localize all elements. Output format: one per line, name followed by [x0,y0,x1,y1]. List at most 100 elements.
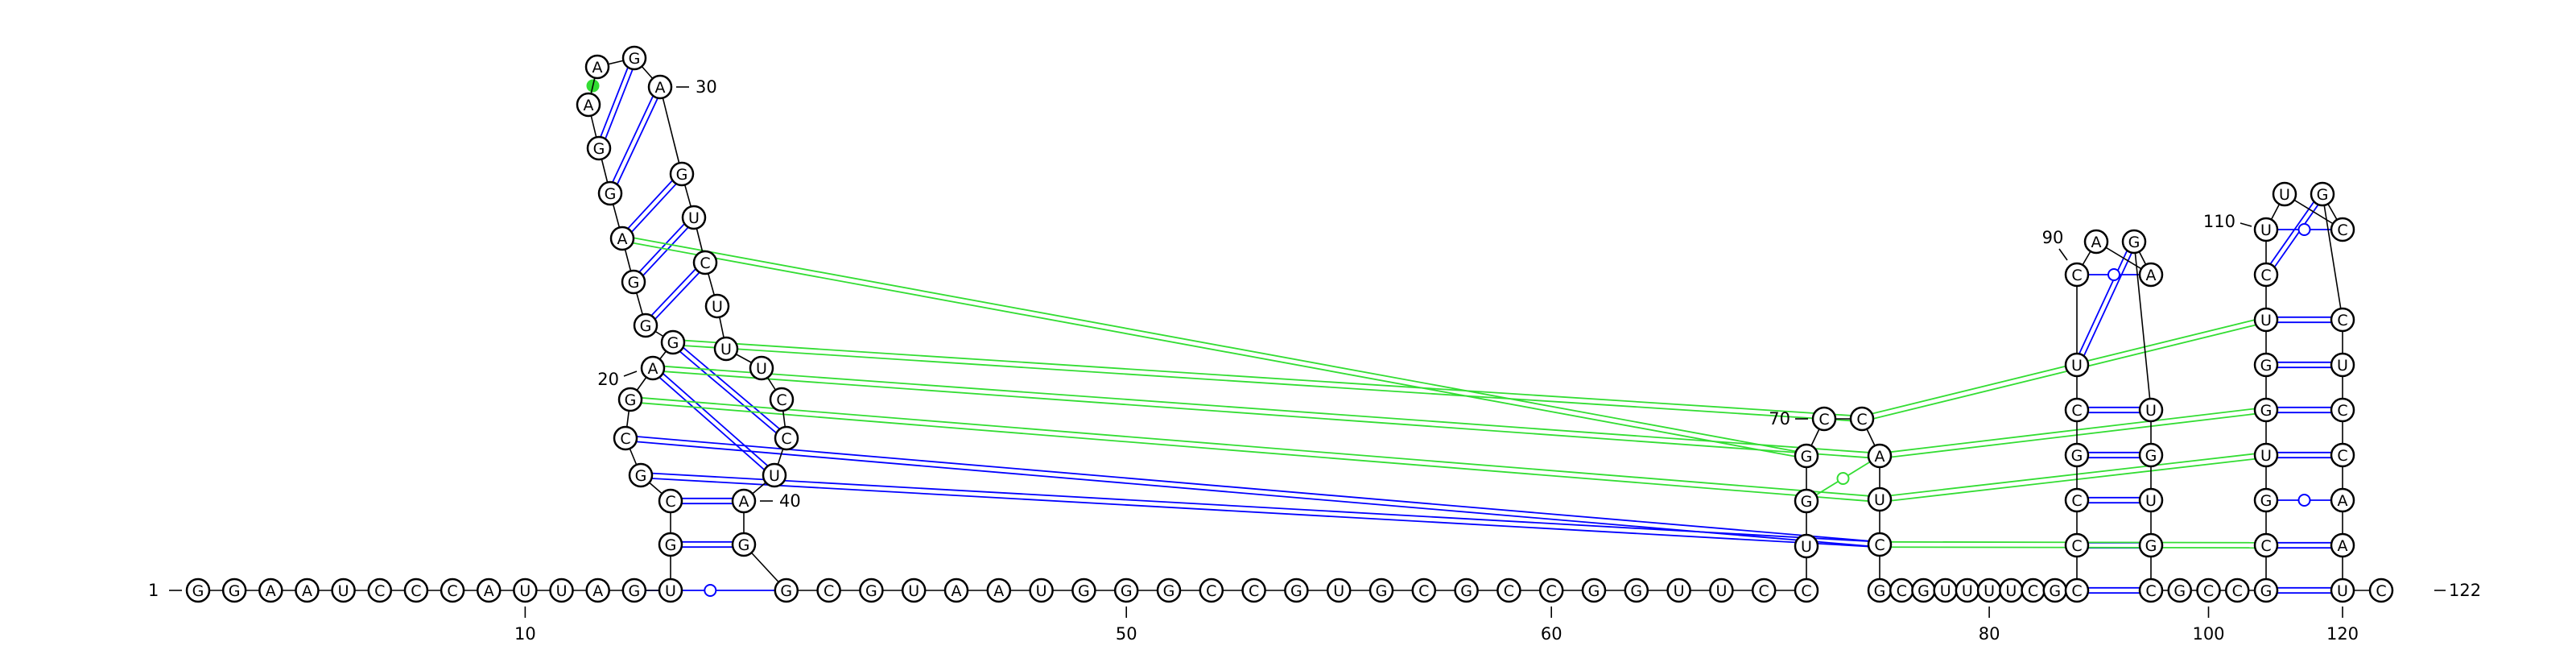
nucleotide-letter: G [2145,537,2157,555]
index-label: 90 [2042,228,2064,247]
nucleotide: C [2066,263,2088,286]
nucleotide-letter: C [1206,582,1216,600]
base-pair-line [1872,320,2255,413]
nucleotide-letter: G [593,140,605,158]
nucleotide: C [2066,579,2088,602]
nucleotide: G [599,182,621,205]
wobble-pair-marker [2299,495,2310,506]
nucleotide: A [586,56,609,78]
nucleotide-letter: A [266,582,276,600]
nucleotide-letter: G [2260,357,2273,375]
nucleotide: U [1978,579,2000,602]
nucleotide: U [2255,444,2277,466]
nucleotide: G [2044,579,2066,602]
nucleotide-letter: C [620,430,630,448]
nucleotide-letter: G [676,166,688,184]
nucleotide: G [223,579,246,602]
nucleotide: G [2255,399,2277,421]
nucleotides-layer: G G A A U C C C A U U A G UGCGCGAGGGAGGAA GAGUCUUUCCUA… [187,47,2392,602]
base-pair-line [2079,250,2127,354]
nucleotide-letter: A [739,493,749,511]
nucleotide-letter: C [2260,267,2271,284]
nucleotide-letter: C [1504,582,1514,600]
nucleotide-letter: G [1121,582,1133,600]
nucleotide: C [2255,534,2277,557]
nucleotide-letter: A [1875,448,1885,466]
nucleotide: U [1030,579,1053,602]
nucleotide: G [860,579,882,602]
nucleotide-letter: G [738,536,750,554]
nucleotide: G [2311,183,2334,205]
nucleotide: U [1956,579,1979,602]
nucleotide-letter: G [192,582,204,600]
nucleotide-letter: C [2337,447,2347,465]
nucleotide-letter: G [1163,582,1175,600]
nucleotide: G [2169,579,2191,602]
nucleotide-letter: U [1962,582,1973,600]
base-pair-line [601,68,628,137]
nucleotide: A [577,93,600,116]
nucleotide: U [683,206,705,229]
nucleotide-letter: C [374,582,385,600]
nucleotide-letter: C [2145,582,2156,600]
nucleotide-letter: G [1630,582,1642,600]
nucleotide: C [694,251,716,274]
nucleotide: C [2022,579,2045,602]
index-tick [624,371,637,376]
nucleotide-letter: A [648,360,658,378]
nucleotide: G [2140,534,2162,557]
nucleotide-letter: G [2145,447,2157,465]
nucleotide: G [623,579,646,602]
nucleotide: U [2273,183,2296,205]
nucleotide: G [671,163,693,185]
nucleotide-letter: C [2260,537,2271,555]
nucleotide-letter: U [2005,582,2017,600]
nucleotide: U [1868,488,1891,511]
nucleotide: C [369,579,391,602]
nucleotide: U [1795,535,1818,557]
nucleotide-letter: C [2337,402,2347,420]
nucleotide: G [1625,579,1648,602]
nucleotide: C [818,579,840,602]
wobble-pair-marker [2299,224,2310,235]
base-pair-line [632,184,676,231]
nucleotide-letter: G [665,536,677,554]
nucleotide: A [649,76,671,98]
nucleotide: C [1868,533,1891,556]
index-labels-layer: 1 122 1020304050 60708090100110120 [148,77,2481,644]
nucleotide: G [1285,579,1307,602]
nucleotide-letter: U [519,582,530,600]
nucleotide: C [405,579,427,602]
wobble-pair-marker [704,585,716,596]
nucleotide: A [733,490,755,512]
nucleotide-letter: G [1801,493,1813,511]
nucleotide: G [623,47,646,69]
index-tick [2059,249,2067,260]
nucleotide: C [1540,579,1563,602]
nucleotide: C [1200,579,1223,602]
nucleotide-letter: G [2071,447,2083,465]
base-pair-line [613,96,653,182]
nucleotide-letter: C [1818,411,1829,429]
nucleotide-letter: C [447,582,457,600]
nucleotide: G [1072,579,1095,602]
nucleotide: A [945,579,968,602]
nucleotide: C [441,579,464,602]
nucleotide: C [1497,579,1520,602]
nucleotide: G [630,464,652,486]
nucleotide: A [642,357,664,379]
nucleotide-letter: G [229,582,241,600]
nucleotide: U [2255,218,2277,241]
base-pair-line [655,272,700,319]
nucleotide: C [2066,489,2088,511]
nucleotide: G [619,388,642,411]
nucleotide: C [1795,579,1818,602]
nucleotide-letter: G [640,317,652,335]
nucleotide: C [1413,579,1435,602]
nucleotide-letter: C [665,493,675,511]
nucleotide: G [775,579,798,602]
nucleotide-letter: C [2376,582,2386,600]
nucleotide-letter: A [617,230,628,248]
index-label: 100 [2192,624,2224,644]
nucleotide: G [1795,490,1818,512]
